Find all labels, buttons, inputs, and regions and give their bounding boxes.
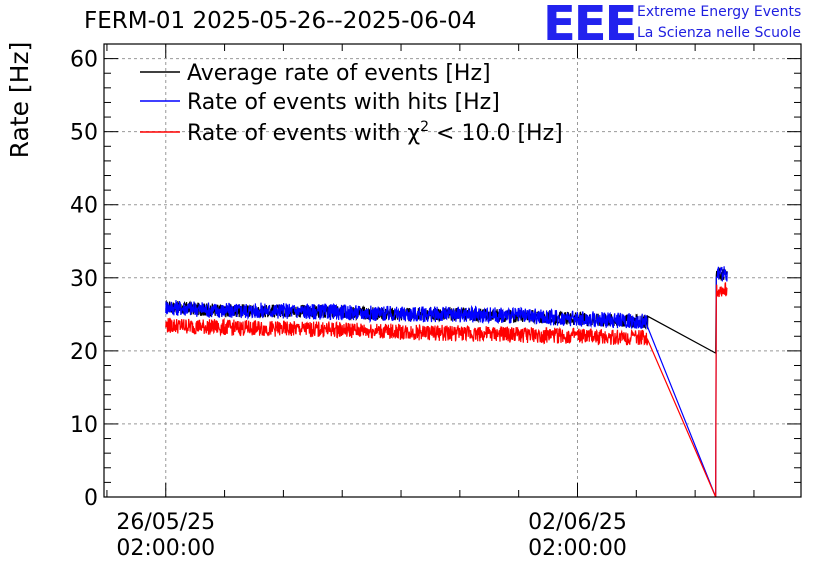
- x-tick-label-date: 26/05/25: [116, 510, 215, 535]
- y-axis-label: Rate [Hz]: [5, 42, 34, 159]
- plot-frame: [103, 43, 802, 498]
- series-line-3: [165, 282, 728, 498]
- y-tick-label: 30: [70, 267, 98, 292]
- x-tick-label-time: 02:00:00: [528, 536, 627, 561]
- logo-line-1: Extreme Energy Events: [637, 4, 802, 20]
- legend-label-3: Rate of events with χ2 < 10.0 [Hz]: [187, 119, 563, 146]
- eee-logo: EEE: [543, 0, 637, 52]
- x-tick-label-time: 02:00:00: [116, 536, 215, 561]
- series-line-2: [165, 266, 728, 498]
- logo-line-2: La Scienza nelle Scuole: [637, 25, 802, 41]
- y-tick-label: 0: [84, 486, 98, 511]
- y-tick-label: 60: [70, 48, 98, 73]
- y-tick-label: 20: [70, 340, 98, 365]
- legend-label-2: Rate of events with hits [Hz]: [187, 90, 500, 115]
- y-tick-label: 40: [70, 194, 98, 219]
- y-tick-label: 50: [70, 121, 98, 146]
- y-tick-label: 10: [70, 413, 98, 438]
- x-tick-label-date: 02/06/25: [528, 510, 627, 535]
- chart-title: FERM-01 2025-05-26--2025-06-04: [84, 8, 477, 34]
- legend-label-1: Average rate of events [Hz]: [187, 61, 491, 86]
